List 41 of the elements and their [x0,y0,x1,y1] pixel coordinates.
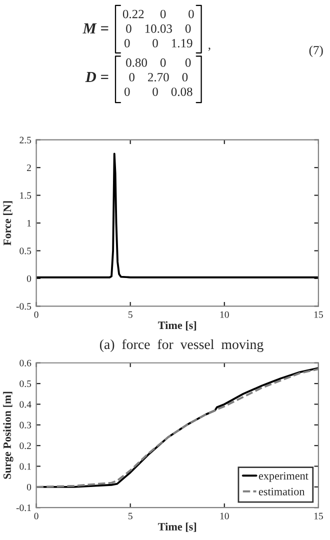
y-tick-label: 0.1 [20,463,31,470]
y-tick-label: -0.1 [16,504,31,512]
y-axis-title: Surge Position [m] [3,392,14,479]
legend-label: estimation [258,488,305,496]
y-axis-title: Force [N] [3,201,12,246]
y-tick-label: 0.5 [20,380,32,388]
text: 0 0 0.08 [124,88,192,96]
y-tick-label: -0.5 [16,303,32,310]
y-tick-label: 1 [27,220,31,226]
text: 0 10.03 0 [126,24,191,33]
text: (a) force for vessel moving [100,339,264,352]
y-tick-label: 0.4 [20,401,32,408]
text: 0 0 1.19 [124,38,192,48]
x-tick-label: 15 [314,512,323,520]
x-tick-label: 5 [128,512,132,520]
y-tick-label: 2 [27,164,31,171]
text: , [208,48,210,51]
text: 0.80 0 0 [126,58,191,67]
y-tick-label: 1.5 [20,192,32,199]
text: 0.22 0 0 [122,10,194,18]
x-tick-label: 15 [314,311,323,318]
y-tick-label: 0 [26,275,32,282]
text: D = [85,72,108,82]
text: M = [82,23,108,34]
y-tick-label: 0.3 [20,422,32,428]
text: (7) [309,46,323,57]
x-axis-title: Time [s] [158,522,196,532]
legend-label: experiment [258,472,308,482]
y-tick-label: 2.5 [20,136,32,144]
x-axis-title: Time [s] [158,321,196,330]
y-tick-label: 0.5 [20,248,32,254]
y-tick-label: 0.6 [20,360,32,366]
text: 0 2.70 0 [129,72,188,82]
x-tick-label: 0 [34,512,38,520]
y-tick-label: 0.2 [20,442,31,450]
y-tick-label: 0 [26,484,32,490]
x-tick-label: 10 [220,512,229,520]
x-tick-label: 10 [220,311,229,318]
line-series [36,152,318,278]
x-tick-label: 0 [34,311,38,318]
x-tick-label: 5 [128,311,132,318]
